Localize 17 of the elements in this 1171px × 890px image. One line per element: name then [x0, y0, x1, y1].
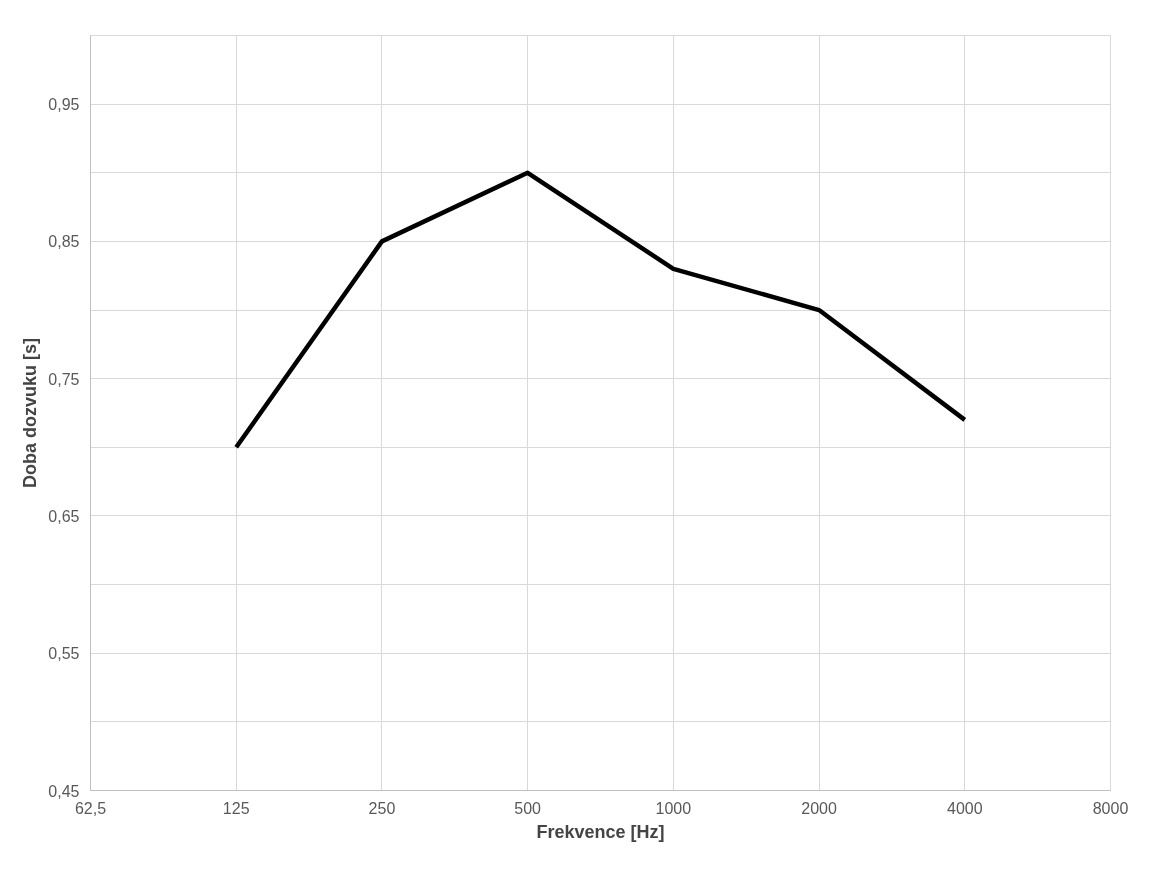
y-axis-title: Doba dozvuku [s]	[20, 337, 41, 488]
x-tick-label: 62,5	[74, 799, 107, 817]
x-tick-label: 4000	[946, 799, 983, 817]
y-tick-label: 0,45	[48, 782, 80, 800]
line-series	[233, 170, 968, 450]
y-tick-label: 0,65	[48, 507, 80, 525]
y-tick-label: 0,55	[48, 645, 80, 663]
x-tick-label: 125	[222, 799, 250, 817]
x-axis-title: Frekvence [Hz]	[536, 821, 665, 842]
x-tick-label: 500	[514, 799, 542, 817]
x-tick-label: 8000	[1092, 799, 1129, 817]
y-tick-label: 0,85	[48, 233, 80, 251]
x-tick-label: 2000	[801, 799, 837, 817]
x-tick-label: 250	[368, 799, 396, 817]
x-tick-label: 1000	[655, 799, 692, 817]
y-tick-label: 0,95	[48, 96, 80, 114]
y-tick-label: 0,75	[48, 370, 80, 388]
